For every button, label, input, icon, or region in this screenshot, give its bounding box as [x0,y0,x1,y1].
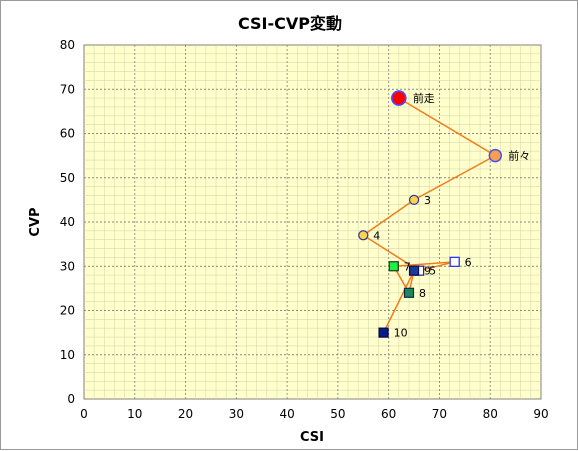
x-tick-label: 40 [279,407,294,421]
x-tick-label: 10 [127,407,142,421]
x-axis-title: CSI [300,430,324,445]
marker [391,90,407,106]
y-tick-label: 60 [60,127,75,141]
x-tick-label: 90 [533,407,548,421]
x-tick-labels: 0 10 20 30 40 50 60 70 80 90 [80,407,548,421]
y-tick-labels: 0 10 20 30 40 50 60 70 80 [60,38,75,406]
x-tick-label: 30 [229,407,244,421]
data-markers [358,90,502,338]
x-tick-label: 0 [80,407,88,421]
chart-title: CSI-CVP変動 [238,14,342,33]
marker [378,327,389,338]
data-label: 10 [394,327,408,340]
x-tick-label: 60 [381,407,396,421]
marker [449,256,460,267]
marker [388,261,399,272]
y-tick-label: 20 [60,304,75,318]
x-tick-label: 80 [483,407,498,421]
y-tick-label: 70 [60,82,75,96]
data-label: 前走 [413,91,435,105]
y-tick-label: 0 [67,392,75,406]
x-tick-label: 70 [432,407,447,421]
data-label: 7 [404,260,411,273]
data-label: 前々 [508,149,530,163]
x-tick-label: 50 [330,407,345,421]
data-label: 4 [373,229,380,242]
data-label: 5 [429,265,436,278]
data-label: 8 [419,287,426,300]
data-label: 3 [424,194,431,207]
marker [408,194,420,205]
y-axis-title: CVP [28,207,43,236]
y-tick-label: 10 [60,348,75,362]
x-tick-label: 20 [178,407,193,421]
data-label: 9 [424,265,431,278]
marker [408,265,420,276]
y-tick-label: 50 [60,171,75,185]
data-label: 6 [465,256,472,269]
marker [358,230,369,241]
major-grid [84,45,541,399]
marker [403,287,415,298]
marker [488,148,502,163]
y-tick-label: 40 [60,215,75,229]
y-tick-label: 80 [60,38,75,52]
series-line [361,97,497,333]
y-tick-label: 30 [60,259,75,273]
